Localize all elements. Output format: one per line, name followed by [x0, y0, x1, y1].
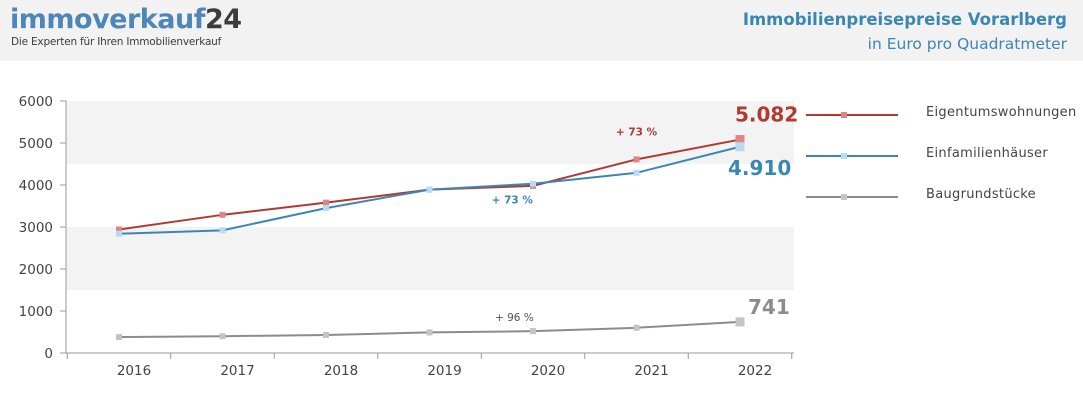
data-point: [116, 226, 122, 233]
data-point: [323, 331, 329, 338]
data-point: [633, 169, 640, 176]
data-point: [219, 227, 226, 234]
data-point: [633, 324, 640, 331]
brand-logo[interactable]: immoverkauf24: [10, 4, 242, 36]
data-point: [426, 186, 433, 193]
y-tick-label: 2000: [19, 262, 53, 278]
legend-swatch: [806, 112, 898, 118]
data-point: [323, 199, 329, 206]
legend-item: Eigentumswohnungen: [806, 95, 1076, 136]
y-tick-label: 0: [44, 346, 53, 362]
y-tick-label: 5000: [19, 136, 53, 152]
data-point: [530, 180, 536, 187]
header-bar: immoverkauf24 Die Experten für Ihren Imm…: [0, 0, 1083, 61]
data-point: [116, 230, 122, 237]
brand-name: immoverkauf: [10, 4, 205, 35]
grid-band: [66, 227, 794, 290]
legend-swatch: [806, 194, 898, 200]
x-tick-label: 2019: [427, 363, 461, 379]
data-point: [633, 156, 640, 163]
x-tick-label: 2016: [117, 363, 151, 379]
data-point: [219, 333, 226, 340]
chart-title: Immobilienpreisepreise Vorarlberg: [742, 10, 1067, 29]
chart-subtitle: in Euro pro Quadratmeter: [867, 35, 1067, 53]
data-point: [219, 211, 226, 218]
x-tick-label: 2020: [531, 363, 565, 379]
data-point: [735, 142, 745, 152]
brand-number: 24: [204, 4, 242, 35]
legend-marker: [841, 194, 847, 200]
data-point: [323, 205, 329, 212]
grid-band: [66, 101, 794, 164]
data-point: [735, 317, 745, 327]
data-point: [735, 135, 745, 145]
legend-marker: [841, 112, 847, 118]
end-value-label: 4.910: [728, 156, 791, 180]
legend-swatch: [806, 153, 898, 159]
change-annotation: + 96 %: [495, 312, 534, 324]
data-point: [426, 329, 433, 336]
change-annotation: + 73 %: [616, 126, 658, 138]
legend-label: Einfamilienhäuser: [926, 146, 1049, 161]
chart-legend: Eigentumswohnungen Einfamilienhäuser Baugr…: [806, 95, 1076, 218]
data-point: [116, 334, 122, 341]
legend-item: Baugrundstücke: [806, 177, 1076, 218]
change-annotation: + 73 %: [492, 195, 534, 207]
x-tick-label: 2017: [220, 363, 254, 379]
legend-label: Eigentumswohnungen: [926, 105, 1077, 120]
x-tick-label: 2021: [634, 363, 668, 379]
y-tick-label: 6000: [19, 94, 53, 110]
x-tick-label: 2022: [738, 363, 772, 379]
end-value-label: 741: [748, 295, 790, 319]
legend-marker: [841, 153, 847, 159]
y-tick-label: 3000: [19, 220, 53, 236]
x-tick-label: 2018: [324, 363, 358, 379]
data-point: [530, 328, 536, 335]
legend-item: Einfamilienhäuser: [806, 136, 1076, 177]
legend-label: Baugrundstücke: [926, 187, 1036, 202]
y-tick-label: 4000: [19, 178, 53, 194]
brand-tagline: Die Experten für Ihren Immobilienverkauf: [11, 36, 222, 48]
end-value-label: 5.082: [735, 103, 798, 127]
y-tick-label: 1000: [19, 304, 53, 320]
